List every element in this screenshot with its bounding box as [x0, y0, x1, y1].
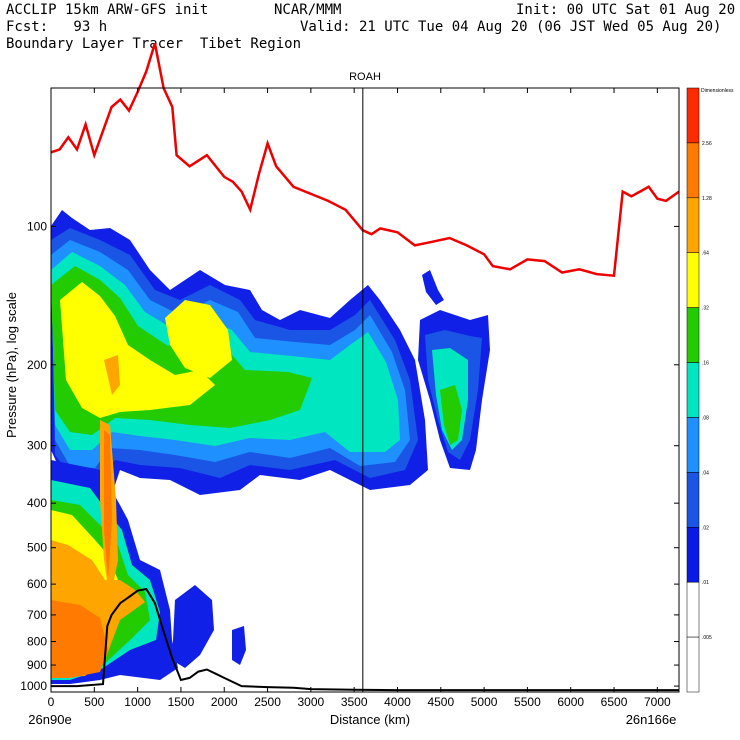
colorbar-swatch: [686, 527, 700, 583]
x-start-label: 26n90e: [28, 712, 71, 727]
y-tick-label: 200: [27, 358, 47, 372]
y-tick-label: 100: [27, 219, 47, 233]
colorbar-swatch: [686, 87, 700, 144]
colorbar-level-label: .01: [702, 580, 709, 586]
y-tick-label: 400: [27, 496, 47, 510]
chart-axes: 0 500 1000 1500 2000 2500 3000 3500 4000 4500 5000…: [20, 87, 680, 709]
colorbar-swatch: [686, 417, 700, 473]
terrain-line: [51, 587, 679, 692]
x-tick-label: 3500: [341, 695, 368, 709]
y-tick-label: 1000: [20, 679, 47, 693]
header-line2-left: Fcst: 93 h: [6, 19, 108, 35]
tracer-contour-6: [165, 300, 232, 378]
x-tick-label: 1500: [168, 695, 195, 709]
colorbar-level-label: .16: [702, 361, 709, 367]
chart-title: ROAH: [349, 71, 381, 83]
colorbar-level-label: .32: [702, 306, 709, 312]
colorbar-level-label: .005: [702, 635, 712, 641]
tracer-contour-21: [104, 430, 112, 580]
colorbar-level-label: .04: [702, 470, 709, 476]
x-tick-label: 7000: [644, 695, 671, 709]
colorbar-swatch: [686, 307, 700, 363]
colorbar-swatch: [686, 581, 700, 638]
y-tick-label: 700: [27, 608, 47, 622]
tracer-contour-22: [104, 355, 120, 395]
x-tick-label: 6000: [557, 695, 584, 709]
x-tick-label: 5500: [514, 695, 541, 709]
colorbar: Dimensionless 2.56 1.28 .64 .32 .16 .08 .04 .02.…: [686, 87, 734, 693]
tracer-contour-14: [232, 626, 246, 665]
y-tick-label: 600: [27, 577, 47, 591]
plot-frame: [50, 87, 680, 693]
colorbar-level-label: .64: [702, 251, 709, 257]
tracer-contour-19: [51, 600, 108, 678]
header-line1-left: ACCLIP 15km ARW-GFS init: [6, 2, 209, 18]
colorbar-level-label: .02: [702, 525, 709, 531]
x-tick-label: 6500: [601, 695, 628, 709]
header-line1-right: Init: 00 UTC Sat 01 Aug 20: [516, 2, 736, 18]
x-tick-label: 4500: [427, 695, 454, 709]
colorbar-swatch: [686, 472, 700, 528]
x-tick-label: 5000: [471, 695, 498, 709]
y-tick-label: 800: [27, 635, 47, 649]
tracer-contour-13: [172, 585, 214, 668]
colorbar-level-label: 2.56: [702, 141, 712, 147]
x-axis-title: Distance (km): [330, 712, 410, 727]
colorbar-swatch: [686, 197, 700, 253]
colorbar-level-label: 1.28: [702, 196, 712, 202]
header-line3-left: Boundary Layer Tracer Tibet Region: [6, 36, 302, 52]
colorbar-level-label: .08: [702, 415, 709, 421]
colorbar-swatch: [686, 142, 700, 199]
y-axis-title: Pressure (hPa), log scale: [4, 292, 19, 438]
tracer-contour-11: [422, 270, 444, 305]
colorbar-top-label: Dimensionless: [701, 88, 734, 94]
colorbar-swatch: [686, 636, 700, 693]
tracer-contour-5: [60, 282, 215, 418]
x-tick-label: 3000: [298, 695, 325, 709]
chart-lines: [50, 43, 680, 692]
x-tick-label: 0: [48, 695, 55, 709]
tracer-contour-10: [440, 385, 462, 445]
x-tick-label: 1000: [124, 695, 151, 709]
x-tick-label: 4000: [384, 695, 411, 709]
y-tick-label: 500: [27, 541, 47, 555]
x-tick-label: 2000: [211, 695, 238, 709]
tropopause-line: [50, 43, 680, 278]
y-tick-label: 300: [27, 439, 47, 453]
colorbar-swatch: [686, 252, 700, 308]
colorbar-swatch: [686, 362, 700, 418]
header-line1-mid: NCAR/MMM: [274, 2, 342, 18]
x-end-label: 26n166e: [626, 712, 677, 727]
x-tick-label: 2500: [254, 695, 281, 709]
header-line2-right: Valid: 21 UTC Tue 04 Aug 20 (06 JST Wed …: [300, 19, 722, 35]
tracer-contour-fills: [51, 210, 490, 684]
y-tick-label: 900: [27, 658, 47, 672]
x-tick-label: 500: [84, 695, 104, 709]
